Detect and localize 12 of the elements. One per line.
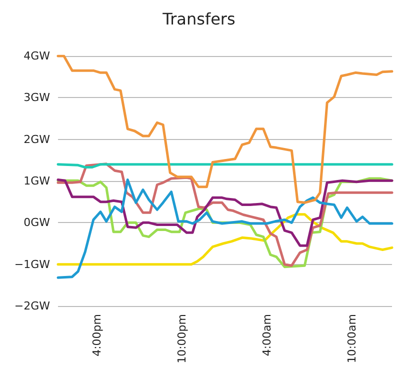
x-tick-label: 4:00am xyxy=(260,314,274,356)
x-tick-label: 10:00pm xyxy=(175,314,188,364)
y-tick-label: 0GW xyxy=(24,216,50,230)
y-tick-label: 2GW xyxy=(24,132,50,146)
x-tick-label: 10:00am xyxy=(345,314,358,364)
y-tick-label: 3GW xyxy=(24,91,50,104)
y-tick-label: −2GW xyxy=(14,300,50,312)
y-tick-label: −1GW xyxy=(14,258,50,271)
chart-title: Transfers xyxy=(162,10,236,28)
y-tick-label: 4GW xyxy=(24,50,50,62)
y-tick-label: 1GW xyxy=(24,174,50,188)
x-tick-label: 4:00pm xyxy=(90,314,104,356)
